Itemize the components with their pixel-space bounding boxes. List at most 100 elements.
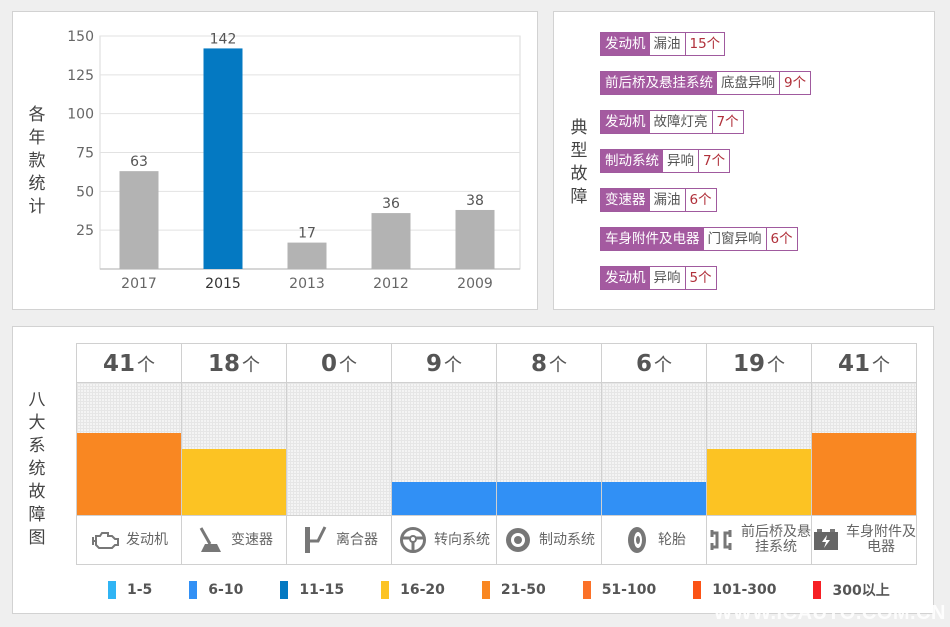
system-column: 41 个车身附件及电器 (812, 344, 916, 564)
system-bar (497, 482, 601, 515)
system-count: 19 个 (707, 344, 811, 383)
fault-type: 门窗异响 (703, 228, 767, 250)
system-column: 18 个变速器 (182, 344, 287, 564)
system-name: 变速器 (231, 531, 273, 548)
fault-type: 异响 (663, 150, 699, 172)
x-tick-label: 2013 (289, 276, 325, 292)
legend-swatch (481, 581, 490, 599)
system-count-unit: 个 (654, 355, 672, 376)
legend-label: 6-10 (208, 582, 244, 598)
legend-label: 1-5 (127, 582, 153, 598)
system-count-unit: 个 (444, 355, 462, 376)
system-name-cell: 变速器 (182, 515, 286, 564)
legend-label: 51-100 (601, 582, 657, 598)
system-count-unit: 个 (137, 355, 155, 376)
fault-item: 发动机 异响 5个 (600, 266, 717, 290)
legend-item: 21-50 (481, 581, 546, 599)
system-name-cell: 车身附件及电器 (812, 515, 916, 564)
system-column: 19 个前后桥及悬挂系统 (707, 344, 812, 564)
system-name-cell: 前后桥及悬挂系统 (707, 515, 811, 564)
system-bar-area (497, 383, 601, 515)
gear-shifter-icon (195, 525, 225, 555)
system-name: 车身附件及电器 (846, 524, 916, 555)
legend-swatch (693, 581, 702, 599)
watermark: WWW.ICAUTO.COM.CN (713, 602, 946, 624)
system-name-cell: 离合器 (287, 515, 391, 564)
faults-vertical-label: 典型故障 (570, 118, 588, 207)
system-count-value: 41 (102, 351, 135, 377)
fault-item: 车身附件及电器 门窗异响 6个 (600, 227, 798, 251)
y-tick-label: 100 (67, 107, 94, 123)
system-count-value: 0 (320, 351, 337, 377)
engine-icon (90, 525, 120, 555)
system-name: 轮胎 (658, 531, 686, 548)
fault-item: 发动机 漏油 15个 (600, 32, 726, 56)
fault-system: 前后桥及悬挂系统 (601, 72, 717, 94)
system-name-cell: 转向系统 (392, 515, 496, 564)
data-label: 63 (130, 154, 148, 170)
x-tick-label: 2017 (121, 276, 157, 292)
fault-count: 6个 (766, 228, 797, 250)
system-count-value: 6 (635, 351, 652, 377)
legend-swatch (189, 581, 198, 599)
system-bar (602, 482, 706, 515)
y-tick-label: 125 (67, 68, 94, 84)
system-column: 0 个离合器 (287, 344, 392, 564)
system-bar-area (602, 383, 706, 515)
system-bar-area (392, 383, 496, 515)
axle-icon (707, 525, 735, 555)
system-count-unit: 个 (872, 355, 890, 376)
fault-count: 6个 (685, 189, 716, 211)
system-count-unit: 个 (242, 355, 260, 376)
y-tick-label: 75 (76, 146, 94, 162)
system-bar (812, 433, 916, 515)
system-bar (77, 433, 181, 515)
legend-swatch (381, 581, 390, 599)
fault-count: 7个 (712, 111, 743, 133)
fault-count: 9个 (780, 72, 811, 94)
x-tick-label: 2009 (457, 276, 493, 292)
severity-legend: 1-5 6-10 11-15 16-20 21-50 51-100 101-300 300以上 (108, 580, 927, 600)
fault-item: 前后桥及悬挂系统 底盘异响 9个 (600, 71, 812, 95)
system-bar (392, 482, 496, 515)
x-tick-label: 2012 (373, 276, 409, 292)
system-count-value: 8 (530, 351, 547, 377)
fault-system: 车身附件及电器 (601, 228, 704, 250)
y-tick-label: 150 (67, 29, 94, 45)
legend-item: 300以上 (813, 580, 890, 600)
brake-disc-icon (503, 525, 533, 555)
fault-system: 发动机 (601, 111, 650, 133)
system-name: 转向系统 (434, 531, 490, 548)
legend-item: 6-10 (189, 581, 243, 599)
system-column: 41 个发动机 (77, 344, 182, 564)
year-model-chart-panel: 各年款统计 25 50 75 100 125 150 63 2017 142 2015 17 2013… (12, 11, 538, 310)
y-tick-label: 25 (76, 223, 94, 239)
steering-wheel-icon (398, 525, 428, 555)
systems-fault-panel: 八大系统故障图 41 个发动机 18 个变速器 0 个离合器 9 个转向系统 8 个制动系统 6 个轮… (12, 326, 934, 614)
system-bar-area (182, 383, 286, 515)
fault-count: 7个 (699, 150, 730, 172)
data-label: 38 (466, 193, 484, 209)
system-column: 9 个转向系统 (392, 344, 497, 564)
fault-count: 15个 (685, 33, 725, 55)
y-tick-label: 50 (76, 184, 94, 200)
system-count-value: 19 (732, 351, 765, 377)
system-count-unit: 个 (549, 355, 567, 376)
system-bar-area (287, 383, 391, 515)
legend-label: 11-15 (299, 582, 345, 598)
system-name-cell: 发动机 (77, 515, 181, 564)
legend-swatch (813, 581, 822, 599)
system-bar (182, 449, 286, 515)
bar-2012 (371, 213, 411, 269)
fault-system: 发动机 (601, 33, 650, 55)
legend-label: 101-300 (712, 582, 777, 598)
bar-2015 (203, 48, 243, 269)
system-count-unit: 个 (767, 355, 785, 376)
systems-vertical-label: 八大系统故障图 (28, 390, 46, 548)
system-count: 18 个 (182, 344, 286, 383)
bar-2009 (455, 209, 495, 269)
year-chart-vertical-label: 各年款统计 (28, 105, 46, 217)
